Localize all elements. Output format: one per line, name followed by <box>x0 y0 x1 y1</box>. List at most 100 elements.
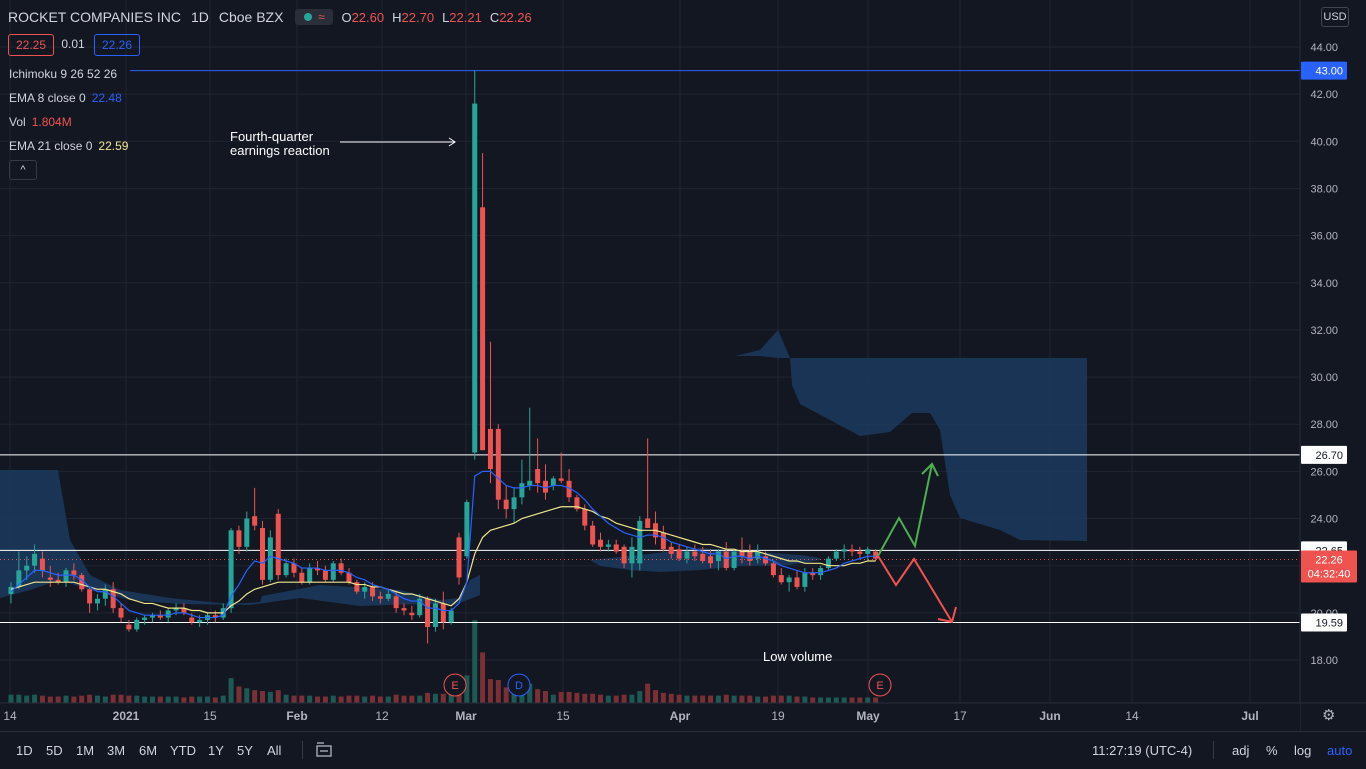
bullish-projection-arrow <box>877 463 933 557</box>
volume-bar <box>385 696 391 703</box>
candle-body <box>480 207 486 451</box>
time-tick: Jun <box>1039 709 1060 723</box>
volume-bar <box>653 690 659 703</box>
candle-body <box>731 551 737 569</box>
volume-bar <box>165 696 171 703</box>
event-marker-e[interactable]: E <box>443 673 467 697</box>
date-range-icon[interactable] <box>316 742 334 758</box>
event-letter: E <box>876 680 883 692</box>
candle-body <box>605 544 611 547</box>
time-tick: Feb <box>286 709 307 723</box>
legend-volume[interactable]: Vol 1.804M <box>9 115 72 129</box>
buy-price-box[interactable]: 22.26 <box>94 34 140 56</box>
volume-bar <box>487 679 493 703</box>
candle-body <box>440 603 446 623</box>
legend-ema21[interactable]: EMA 21 close 0 22.59 <box>9 139 128 153</box>
candle-body <box>32 553 38 566</box>
candle-body <box>825 558 831 569</box>
candle-body <box>393 596 399 609</box>
volume-bar <box>110 694 116 703</box>
candlesticks <box>8 70 879 644</box>
volume-bar <box>315 696 321 703</box>
legend-ichimoku[interactable]: Ichimoku 9 26 52 26 <box>9 67 117 81</box>
volume-bar <box>786 695 792 703</box>
candle-body <box>94 598 100 604</box>
range-all[interactable]: All <box>267 743 282 758</box>
event-circle <box>868 673 892 697</box>
clock-display[interactable]: 11:27:19 (UTC-4) <box>1092 743 1193 758</box>
exchange-label: Cboe BZX <box>218 9 284 25</box>
event-marker-d[interactable]: D <box>507 673 531 697</box>
candle-body <box>456 537 462 578</box>
volume-annotation: Low volume <box>763 649 832 664</box>
volume-bars <box>8 620 879 703</box>
volume-bar <box>629 694 635 703</box>
range-1d[interactable]: 1D <box>16 743 33 758</box>
market-status-toggle[interactable]: ≈ <box>295 9 334 25</box>
range-6m[interactable]: 6M <box>139 743 158 758</box>
volume-bar <box>637 691 643 703</box>
volume-bar <box>126 695 132 703</box>
time-tick: 12 <box>375 709 389 723</box>
volume-bar <box>511 688 517 703</box>
range-3m[interactable]: 3M <box>107 743 126 758</box>
volume-bar <box>763 696 769 703</box>
volume-bar <box>590 693 596 703</box>
volume-bar <box>244 688 250 703</box>
volume-bar <box>802 696 808 703</box>
log-toggle[interactable]: log <box>1294 743 1312 758</box>
volume-bar <box>723 694 729 703</box>
auto-toggle[interactable]: auto <box>1327 743 1353 758</box>
candle-body <box>197 619 203 623</box>
candle-body <box>39 558 45 571</box>
countdown-label: 04:32:40 <box>1308 569 1351 581</box>
price-tick: 28.00 <box>1310 419 1338 431</box>
volume-bar <box>212 697 218 703</box>
support-level-label: 19.59 <box>1315 618 1343 630</box>
indicator-value: 1.804M <box>31 115 72 129</box>
low-key: L <box>442 9 450 25</box>
range-5d[interactable]: 5D <box>46 743 63 758</box>
volume-bar <box>338 696 344 703</box>
candle-body <box>362 586 368 592</box>
range-1m[interactable]: 1M <box>76 743 95 758</box>
collapse-legend-button[interactable]: ^ <box>9 160 37 180</box>
range-1y[interactable]: 1Y <box>208 743 224 758</box>
volume-bar <box>260 691 266 703</box>
volume-bar <box>605 695 611 703</box>
candle-body <box>873 551 879 559</box>
candle-body <box>212 615 218 618</box>
volume-bar <box>818 697 824 703</box>
volume-bar <box>87 694 93 703</box>
candle-body <box>495 428 501 500</box>
sell-price-box[interactable]: 22.25 <box>8 34 54 56</box>
currency-button[interactable]: USD <box>1321 7 1349 27</box>
volume-bar <box>440 693 446 703</box>
volume-bar <box>708 695 714 703</box>
volume-bar <box>370 695 376 703</box>
high-level-label: 43.00 <box>1315 66 1343 78</box>
volume-bar <box>692 695 698 703</box>
range-ytd[interactable]: YTD <box>170 743 196 758</box>
bullish-arrow-head <box>921 462 939 477</box>
resistance-level-label-bg <box>1301 445 1347 464</box>
interval-label[interactable]: 1D <box>190 9 209 25</box>
range-5y[interactable]: 5Y <box>237 743 253 758</box>
legend-ema8[interactable]: EMA 8 close 0 22.48 <box>9 91 122 105</box>
volume-bar <box>464 675 470 703</box>
time-axis-panel <box>0 703 1300 731</box>
adj-toggle[interactable]: adj <box>1232 743 1250 758</box>
open-key: O <box>341 9 352 25</box>
volume-bar <box>71 696 77 703</box>
percent-toggle[interactable]: % <box>1266 743 1278 758</box>
candle-body <box>700 553 706 561</box>
settings-gear-icon[interactable]: ⚙ <box>1322 707 1336 724</box>
event-marker-e[interactable]: E <box>868 673 892 697</box>
event-circle <box>507 673 531 697</box>
candle-body <box>810 572 816 576</box>
volume-bar <box>778 695 784 703</box>
symbol-name[interactable]: ROCKET COMPANIES INC <box>8 9 181 25</box>
